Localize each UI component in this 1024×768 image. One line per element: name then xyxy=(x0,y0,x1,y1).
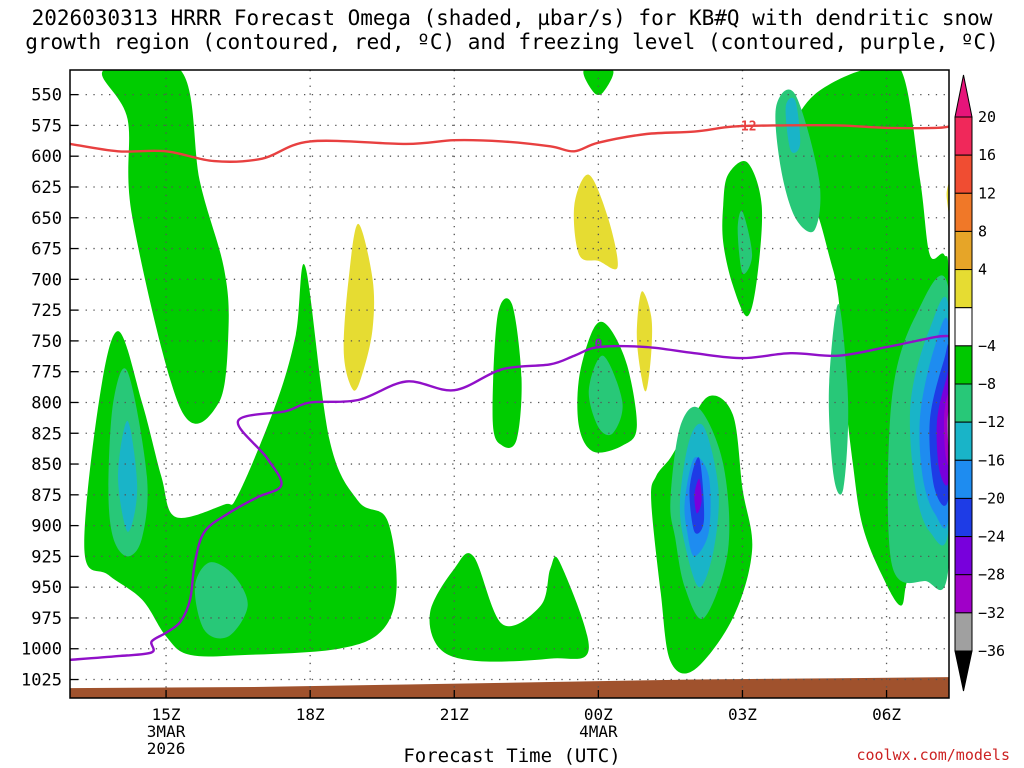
colorbar-label-9: −20 xyxy=(978,489,1005,507)
chart-title: 2026030313 HRRR Forecast Omega (shaded, … xyxy=(0,6,1024,54)
colorbar-label-7: −12 xyxy=(978,413,1005,431)
contour-lines: -12 0 xyxy=(70,119,949,661)
omega-region-17 xyxy=(118,420,138,532)
colorbar-label-10: −24 xyxy=(978,528,1005,546)
colorbar-label-13: −36 xyxy=(978,642,1005,660)
omega-region-25 xyxy=(694,478,702,514)
terrain-fill xyxy=(70,677,949,698)
y-tick-label-875: 875 xyxy=(31,486,62,506)
colorbar-label-4: 4 xyxy=(978,261,987,279)
omega-region-29 xyxy=(343,223,375,391)
dendritic-contour-label: -12 xyxy=(733,119,756,134)
freezing-contour-label: 0 xyxy=(594,337,602,352)
colorbar-swatch-4 xyxy=(954,269,973,309)
x-tick-label-15Z: 15Z xyxy=(152,705,181,724)
x-tick-date-00Z: 4MAR xyxy=(579,722,618,741)
colorbar-label-3: 8 xyxy=(978,222,987,240)
x-tick-label-00Z: 00Z xyxy=(584,705,613,724)
colorbar-label-12: −32 xyxy=(978,604,1005,622)
omega-region-30 xyxy=(573,174,618,270)
colorbar-swatch-1 xyxy=(954,154,973,194)
colorbar-label-0: 20 xyxy=(978,108,996,126)
colorbar-swatch-0 xyxy=(954,116,973,156)
colorbar-swatch-12 xyxy=(954,574,973,614)
omega-region-0 xyxy=(101,70,229,424)
omega-region-16 xyxy=(828,303,849,495)
x-axis-label: Forecast Time (UTC) xyxy=(403,745,621,767)
colorbar-swatch-6 xyxy=(954,345,973,385)
y-axis: 550 575 600 625 650 675 700 725 750 775 800 825 850 8… xyxy=(21,86,78,691)
colorbar: 20 16 12 8 4 −4 −8 −12 −16 −20 −24 −28 −32 −36 xyxy=(954,74,1005,692)
colorbar-label-2: 12 xyxy=(978,184,996,202)
colorbar-label-6: −8 xyxy=(978,375,996,393)
y-tick-label-900: 900 xyxy=(31,517,62,537)
y-tick-label-950: 950 xyxy=(31,578,62,598)
y-tick-label-775: 775 xyxy=(31,363,62,383)
omega-region-31 xyxy=(636,291,653,392)
y-tick-label-550: 550 xyxy=(31,86,62,106)
omega-region-1 xyxy=(84,263,397,657)
colorbar-bottom-arrow xyxy=(954,650,973,692)
y-tick-label-975: 975 xyxy=(31,609,62,629)
colorbar-swatch-5 xyxy=(954,307,973,347)
y-tick-label-925: 925 xyxy=(31,547,62,567)
colorbar-swatch-9 xyxy=(954,459,973,499)
colorbar-swatch-10 xyxy=(954,497,973,538)
omega-region-15 xyxy=(737,210,753,275)
x-tick-year-15Z: 2026 xyxy=(147,739,186,758)
colorbar-top-arrow xyxy=(954,74,973,118)
y-tick-label-675: 675 xyxy=(31,240,62,260)
omega-region-8 xyxy=(583,70,614,95)
omega-shading xyxy=(84,70,949,674)
colorbar-swatch-3 xyxy=(954,230,973,271)
plot-frame xyxy=(69,69,950,699)
colorbar-label-1: 16 xyxy=(978,146,996,164)
colorbar-swatch-2 xyxy=(954,192,973,232)
y-tick-label-800: 800 xyxy=(31,393,62,413)
y-tick-label-700: 700 xyxy=(31,270,62,290)
dendritic-contour-line xyxy=(70,123,949,163)
colorbar-swatch-13 xyxy=(954,612,973,652)
omega-region-3 xyxy=(492,298,522,448)
omega-region-2 xyxy=(429,553,589,662)
y-tick-label-650: 650 xyxy=(31,209,62,229)
y-tick-label-1025: 1025 xyxy=(21,671,62,691)
y-tick-label-850: 850 xyxy=(31,455,62,475)
y-tick-label-625: 625 xyxy=(31,178,62,198)
y-tick-label-825: 825 xyxy=(31,424,62,444)
y-tick-label-1000: 1000 xyxy=(21,640,62,660)
colorbar-swatch-11 xyxy=(954,536,973,576)
y-tick-label-600: 600 xyxy=(31,147,62,167)
colorbar-label-11: −28 xyxy=(978,566,1005,584)
title-line-2: growth region (contoured, red, ºC) and f… xyxy=(25,30,999,54)
freezing-level-line xyxy=(70,334,949,661)
colorbar-swatch-8 xyxy=(954,421,973,461)
credit-text: coolwx.com/models xyxy=(856,746,1010,764)
colorbar-label-8: −16 xyxy=(978,451,1005,469)
title-line-1: 2026030313 HRRR Forecast Omega (shaded, … xyxy=(31,6,993,30)
x-tick-label-21Z: 21Z xyxy=(440,705,469,724)
x-tick-date-15Z: 3MAR xyxy=(147,722,186,741)
x-tick-label-03Z: 03Z xyxy=(728,705,757,724)
grid-lines xyxy=(70,70,949,698)
terrain-layer xyxy=(70,677,949,698)
omega-region-27 xyxy=(943,394,949,466)
colorbar-swatch-7 xyxy=(954,383,973,423)
omega-region-14 xyxy=(588,355,623,436)
y-tick-label-725: 725 xyxy=(31,301,62,321)
y-tick-label-575: 575 xyxy=(31,116,62,136)
colorbar-label-5: −4 xyxy=(978,337,996,355)
x-tick-label-06Z: 06Z xyxy=(872,705,901,724)
y-tick-label-750: 750 xyxy=(31,332,62,352)
omega-region-10 xyxy=(194,562,248,639)
x-tick-label-18Z: 18Z xyxy=(296,705,325,724)
